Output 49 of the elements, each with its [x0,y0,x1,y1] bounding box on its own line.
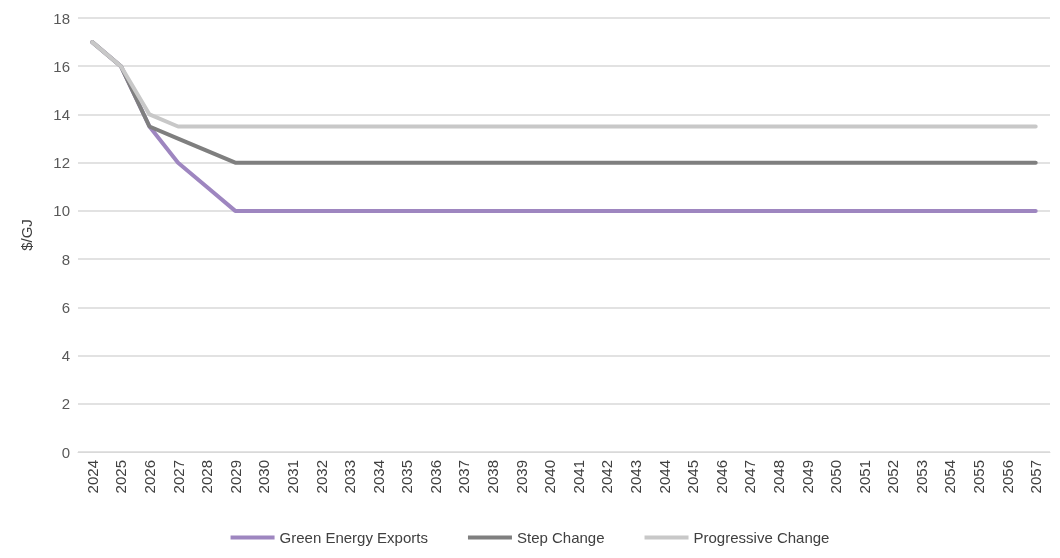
y-tick-label: 14 [53,105,70,123]
x-tick-label: 2045 [684,460,702,494]
x-tick-label: 2024 [83,460,101,494]
x-tick-label: 2036 [426,460,444,494]
legend-label: Step Change [516,529,605,546]
x-tick-label: 2050 [827,460,845,494]
x-tick-label: 2048 [769,460,787,494]
x-tick-label: 2052 [884,460,902,494]
x-tick-label: 2027 [169,460,187,494]
x-tick-label: 2038 [484,460,502,494]
x-tick-label: 2055 [970,460,988,494]
x-tick-label: 2056 [998,460,1016,494]
y-tick-label: 12 [53,154,70,172]
x-tick-label: 2025 [112,460,130,494]
x-tick-label: 2029 [226,460,244,494]
x-tick-label: 2026 [140,460,158,494]
y-tick-label: 4 [61,347,70,365]
legend-label: Green Energy Exports [279,529,428,546]
x-tick-label: 2053 [912,460,930,494]
x-tick-label: 2043 [626,460,644,494]
x-tick-label: 2028 [198,460,216,494]
y-tick-label: 6 [61,298,70,316]
x-tick-label: 2031 [283,460,301,494]
x-tick-label: 2030 [255,460,273,494]
x-tick-label: 2035 [398,460,416,494]
x-tick-label: 2040 [541,460,559,494]
y-tick-label: 0 [61,443,70,461]
line-series [90,40,1038,129]
x-tick-label: 2046 [712,460,730,494]
x-tick-label: 2051 [855,460,873,494]
x-tick-label: 2033 [341,460,359,494]
y-tick-label: 8 [61,250,70,268]
x-tick-label: 2041 [569,460,587,494]
y-tick-label: 10 [53,202,70,220]
x-tick-label: 2047 [741,460,759,494]
x-tick-label: 2044 [655,460,673,494]
x-tick-label: 2032 [312,460,330,494]
legend-label: Progressive Change [693,529,830,546]
y-tick-label: 16 [53,57,70,75]
y-axis-title: $/GJ [18,219,35,251]
x-tick-label: 2039 [512,460,530,494]
y-tick-label: 2 [61,395,70,413]
y-tick-label: 18 [53,9,70,27]
x-tick-label: 2034 [369,460,387,494]
x-tick-label: 2037 [455,460,473,494]
x-tick-label: 2057 [1027,460,1045,494]
x-tick-label: 2042 [598,460,616,494]
x-tick-label: 2049 [798,460,816,494]
x-tick-label: 2054 [941,460,959,494]
